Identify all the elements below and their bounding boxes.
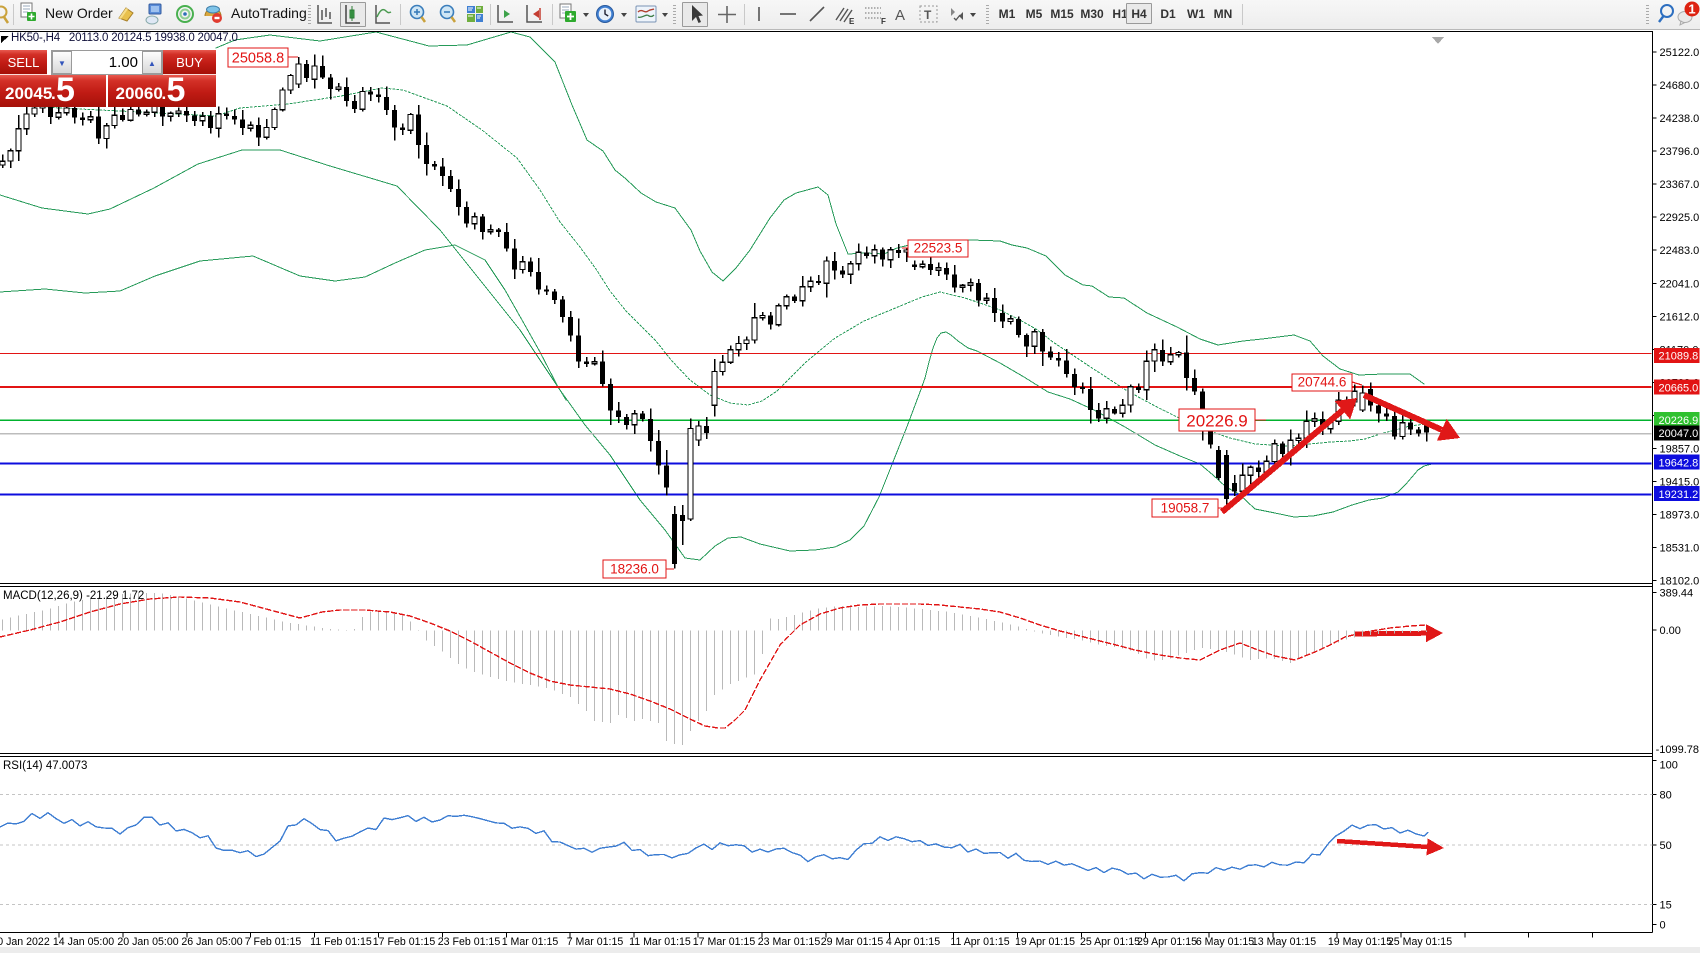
svg-text:19231.2: 19231.2	[1659, 489, 1699, 501]
svg-text:25122.0: 25122.0	[1660, 47, 1700, 59]
svg-text:19642.8: 19642.8	[1659, 457, 1699, 469]
svg-text:7 Feb 01:15: 7 Feb 01:15	[245, 936, 302, 948]
svg-text:29 Apr 01:15: 29 Apr 01:15	[1137, 936, 1197, 948]
svg-text:0: 0	[1660, 919, 1666, 931]
svg-text:4 Apr 01:15: 4 Apr 01:15	[886, 936, 940, 948]
svg-text:MACD(12,26,9) -21.29 1.72: MACD(12,26,9) -21.29 1.72	[3, 590, 144, 602]
svg-text:7 Mar 01:15: 7 Mar 01:15	[567, 936, 624, 948]
svg-text:T: T	[924, 8, 932, 22]
svg-text:20047.0: 20047.0	[1659, 428, 1699, 440]
svg-text:17 Mar 01:15: 17 Mar 01:15	[693, 936, 756, 948]
svg-text:22523.5: 22523.5	[914, 241, 963, 256]
svg-text:100: 100	[1660, 760, 1678, 772]
svg-text:26 Jan 05:00: 26 Jan 05:00	[181, 936, 242, 948]
svg-text:20226.9: 20226.9	[1186, 412, 1247, 431]
svg-text:23796.0: 23796.0	[1660, 146, 1700, 158]
svg-text:389.44: 389.44	[1660, 587, 1694, 599]
svg-text:25 Apr 01:15: 25 Apr 01:15	[1080, 936, 1140, 948]
svg-text:21089.8: 21089.8	[1659, 351, 1699, 363]
svg-text:20226.9: 20226.9	[1659, 415, 1699, 427]
svg-text:25 May 01:15: 25 May 01:15	[1388, 936, 1452, 948]
svg-text:A: A	[895, 7, 905, 24]
svg-text:19 Apr 01:15: 19 Apr 01:15	[1015, 936, 1075, 948]
svg-text:20665.0: 20665.0	[1659, 382, 1699, 394]
svg-text:11 Mar 01:15: 11 Mar 01:15	[629, 936, 691, 948]
svg-text:80: 80	[1660, 790, 1672, 802]
svg-text:1 Mar 01:15: 1 Mar 01:15	[502, 936, 559, 948]
svg-text:-1099.78: -1099.78	[1656, 744, 1699, 756]
svg-text:22483.0: 22483.0	[1660, 245, 1700, 257]
svg-text:18973.0: 18973.0	[1660, 510, 1700, 522]
svg-text:23 Mar 01:15: 23 Mar 01:15	[758, 936, 821, 948]
svg-text:21612.0: 21612.0	[1660, 311, 1700, 323]
svg-text:18236.0: 18236.0	[610, 562, 659, 577]
svg-text:13 May 01:15: 13 May 01:15	[1252, 936, 1316, 948]
svg-text:11 Apr 01:15: 11 Apr 01:15	[950, 936, 1009, 948]
svg-text:22925.0: 22925.0	[1660, 212, 1700, 224]
svg-text:1: 1	[1688, 2, 1695, 17]
svg-text:20744.6: 20744.6	[1298, 375, 1347, 390]
svg-text:14 Jan 05:00: 14 Jan 05:00	[53, 936, 114, 948]
svg-text:20 Jan 05:00: 20 Jan 05:00	[117, 936, 178, 948]
svg-text:6 May 01:15: 6 May 01:15	[1196, 936, 1254, 948]
svg-text:17 Feb 01:15: 17 Feb 01:15	[373, 936, 436, 948]
svg-text:22041.0: 22041.0	[1660, 278, 1700, 290]
svg-text:23367.0: 23367.0	[1660, 179, 1700, 191]
svg-text:24238.0: 24238.0	[1660, 113, 1700, 125]
svg-text:29 Mar 01:15: 29 Mar 01:15	[821, 936, 884, 948]
svg-text:15: 15	[1660, 900, 1672, 912]
svg-text:RSI(14) 47.0073: RSI(14) 47.0073	[3, 760, 87, 772]
svg-text:19415.0: 19415.0	[1660, 477, 1700, 489]
svg-text:19 May 01:15: 19 May 01:15	[1328, 936, 1392, 948]
svg-text:F: F	[881, 17, 886, 26]
svg-text:23 Feb 01:15: 23 Feb 01:15	[438, 936, 501, 948]
svg-text:25058.8: 25058.8	[232, 51, 284, 67]
svg-text:18531.0: 18531.0	[1660, 543, 1700, 555]
svg-text:E: E	[849, 17, 855, 26]
svg-text:50: 50	[1660, 840, 1672, 852]
svg-text:19058.7: 19058.7	[1161, 501, 1210, 516]
svg-text:19857.0: 19857.0	[1660, 443, 1700, 455]
svg-text:11 Feb 01:15: 11 Feb 01:15	[310, 936, 372, 948]
svg-text:0.00: 0.00	[1660, 625, 1681, 637]
svg-text:0 Jan 2022: 0 Jan 2022	[0, 936, 50, 948]
svg-text:24680.0: 24680.0	[1660, 80, 1700, 92]
svg-text:18102.0: 18102.0	[1660, 576, 1700, 588]
